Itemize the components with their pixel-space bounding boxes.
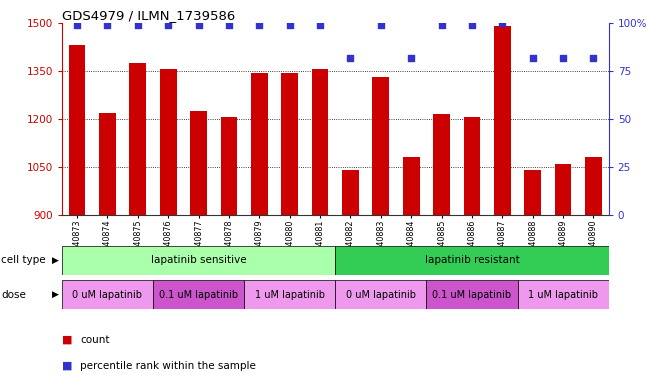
Point [436, 22, 447, 28]
Bar [99, 113, 116, 215]
Point [467, 22, 477, 28]
Bar [342, 170, 359, 215]
Bar [426, 280, 518, 309]
Bar [221, 118, 237, 215]
Text: lapatinib sensitive: lapatinib sensitive [151, 255, 246, 265]
Bar [335, 280, 426, 309]
Text: ■: ■ [62, 361, 72, 371]
Point [224, 22, 234, 28]
Point [406, 55, 417, 61]
Point [345, 55, 355, 61]
Bar [69, 45, 85, 215]
Point [558, 55, 568, 61]
Bar [434, 114, 450, 215]
Bar [251, 73, 268, 215]
Text: ▶: ▶ [51, 290, 59, 299]
Bar [464, 118, 480, 215]
Text: dose: dose [1, 290, 26, 300]
Text: count: count [80, 335, 109, 345]
Point [193, 22, 204, 28]
Bar [518, 280, 609, 309]
Point [497, 20, 508, 26]
Text: 1 uM lapatinib: 1 uM lapatinib [255, 290, 325, 300]
Point [315, 22, 326, 28]
Point [376, 22, 386, 28]
Bar [130, 63, 146, 215]
Bar [335, 246, 609, 275]
Text: 0 uM lapatinib: 0 uM lapatinib [346, 290, 416, 300]
Text: GDS4979 / ILMN_1739586: GDS4979 / ILMN_1739586 [62, 9, 235, 22]
Bar [555, 164, 572, 215]
Text: ■: ■ [62, 335, 72, 345]
Text: cell type: cell type [1, 255, 46, 265]
Point [527, 55, 538, 61]
Point [72, 22, 82, 28]
Bar [244, 280, 335, 309]
Point [102, 22, 113, 28]
Text: lapatinib resistant: lapatinib resistant [424, 255, 519, 265]
Point [589, 55, 599, 61]
Bar [153, 280, 244, 309]
Bar [585, 157, 602, 215]
Point [133, 22, 143, 28]
Bar [494, 26, 510, 215]
Text: 0.1 uM lapatinib: 0.1 uM lapatinib [159, 290, 238, 300]
Text: 0.1 uM lapatinib: 0.1 uM lapatinib [432, 290, 512, 300]
Point [284, 22, 295, 28]
Text: percentile rank within the sample: percentile rank within the sample [80, 361, 256, 371]
Bar [281, 73, 298, 215]
Bar [62, 246, 335, 275]
Text: 1 uM lapatinib: 1 uM lapatinib [528, 290, 598, 300]
Bar [312, 70, 329, 215]
Bar [62, 280, 153, 309]
Point [163, 22, 173, 28]
Bar [190, 111, 207, 215]
Bar [525, 170, 541, 215]
Point [254, 22, 264, 28]
Bar [372, 78, 389, 215]
Bar [403, 157, 419, 215]
Bar [159, 70, 176, 215]
Text: ▶: ▶ [51, 256, 59, 265]
Text: 0 uM lapatinib: 0 uM lapatinib [72, 290, 143, 300]
